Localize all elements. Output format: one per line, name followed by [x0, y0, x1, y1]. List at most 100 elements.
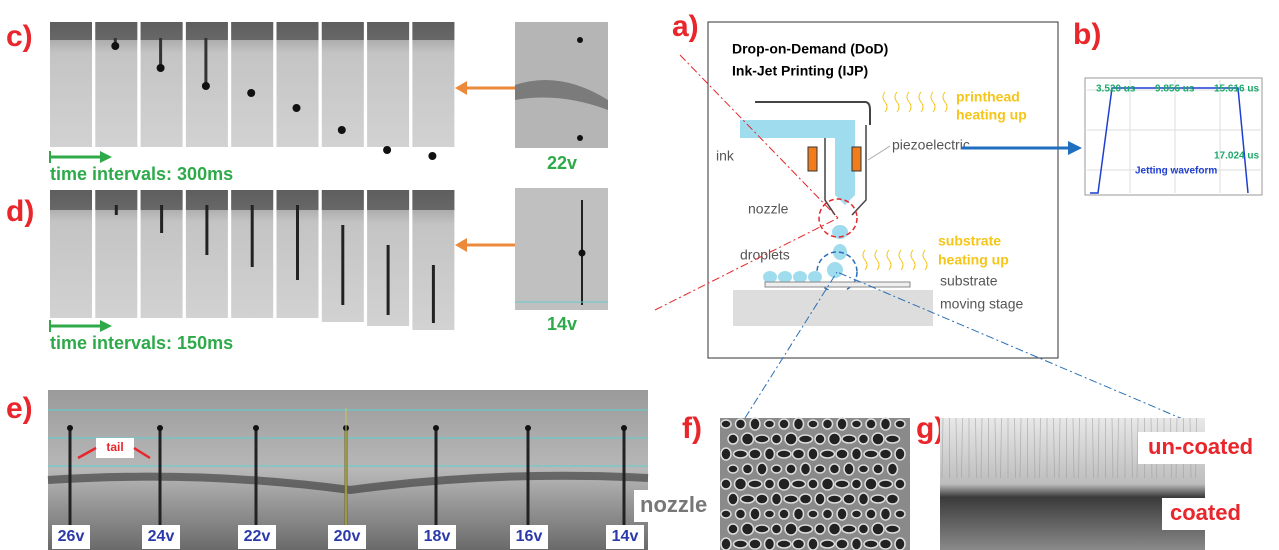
voltage-label: 22v: [244, 528, 271, 545]
particle: [828, 495, 842, 503]
waveform-caption: Jetting waveform: [1135, 166, 1217, 177]
particle: [792, 480, 806, 488]
frame: [412, 22, 454, 147]
particle: [808, 510, 818, 518]
panel-label: c): [6, 20, 33, 53]
droplet: [577, 37, 583, 43]
particle: [823, 419, 833, 429]
nozzle-shadow: [322, 22, 364, 40]
particle: [785, 433, 797, 445]
particle: [728, 434, 738, 444]
particle: [886, 435, 900, 443]
time-label: 3.520 us: [1096, 84, 1136, 95]
voltage-label: 20v: [334, 528, 361, 545]
arrow-head: [100, 320, 112, 332]
particle: [786, 464, 796, 474]
nozzle-shadow: [412, 190, 454, 210]
particle: [829, 433, 841, 445]
particle: [852, 510, 862, 518]
micrograph-texture: [721, 418, 905, 550]
particle: [799, 435, 813, 443]
label: ink: [716, 148, 735, 164]
particle: [886, 525, 900, 533]
frame: [231, 22, 273, 147]
particle: [895, 479, 905, 489]
time-label: 9.856 us: [1155, 84, 1195, 95]
nozzle-shadow: [231, 22, 273, 40]
label: moving stage: [940, 296, 1023, 312]
particle: [815, 465, 825, 473]
particle: [815, 493, 825, 505]
particle: [837, 418, 847, 430]
particle: [755, 525, 769, 533]
droplet: [253, 425, 259, 431]
particle: [779, 509, 789, 519]
label: heating up: [938, 252, 1009, 268]
particle: [821, 540, 835, 548]
particle: [736, 509, 746, 519]
particle: [864, 540, 878, 548]
particle: [880, 539, 892, 549]
particle: [728, 493, 738, 505]
particle: [866, 419, 876, 429]
time-label: 17.024 us: [1214, 151, 1259, 162]
time-interval: time intervals: 150ms: [50, 333, 233, 353]
particle: [793, 449, 805, 459]
particle: [887, 494, 899, 504]
particle: [888, 463, 898, 475]
particle: [866, 509, 876, 519]
particle: [871, 495, 885, 503]
particle: [852, 420, 862, 428]
particle: [837, 508, 847, 520]
panel-label: d): [6, 195, 34, 228]
particle: [765, 479, 775, 489]
schematic-title: Ink-Jet Printing (IJP): [732, 63, 868, 79]
droplet: [428, 152, 436, 160]
particle: [842, 525, 856, 533]
voltage-label: 22v: [547, 153, 577, 173]
particle: [881, 508, 891, 520]
particle: [772, 493, 782, 505]
label: substrate: [938, 233, 1001, 249]
schematic-title: Drop-on-Demand (DoD): [732, 41, 888, 57]
particle: [808, 448, 818, 460]
particle: [895, 420, 905, 428]
particle: [852, 448, 862, 460]
nozzle-shadow: [367, 22, 409, 40]
nozzle-shadow: [412, 22, 454, 40]
particle: [755, 435, 769, 443]
droplet: [579, 250, 586, 257]
droplet: [621, 425, 627, 431]
particle: [836, 449, 848, 459]
particle: [735, 478, 747, 490]
voltage-label: 16v: [516, 528, 543, 545]
particle: [830, 464, 840, 474]
uncoated-label: un-coated: [1148, 434, 1253, 459]
arrow-head: [100, 151, 112, 163]
particle: [777, 450, 791, 458]
particle: [852, 538, 862, 550]
droplet: [247, 89, 255, 97]
particle: [794, 418, 804, 430]
piezo: [808, 147, 817, 171]
particle: [765, 448, 775, 460]
particle: [799, 525, 813, 533]
droplet: [338, 126, 346, 134]
particle: [765, 420, 775, 428]
particle: [794, 508, 804, 520]
panel-label: a): [672, 10, 699, 43]
particle: [880, 449, 892, 459]
figure: a) b) c) d) e) f) g) 22v time intervals:…: [0, 0, 1279, 550]
particle: [852, 479, 862, 489]
particle: [844, 463, 854, 475]
particle: [815, 524, 825, 534]
particle: [742, 433, 754, 445]
coated-label: coated: [1170, 500, 1241, 525]
particle: [835, 480, 849, 488]
particle: [779, 419, 789, 429]
droplet: [383, 146, 391, 154]
droplet: [202, 82, 210, 90]
particle: [822, 478, 834, 490]
frame: [50, 22, 92, 147]
particle: [734, 450, 748, 458]
